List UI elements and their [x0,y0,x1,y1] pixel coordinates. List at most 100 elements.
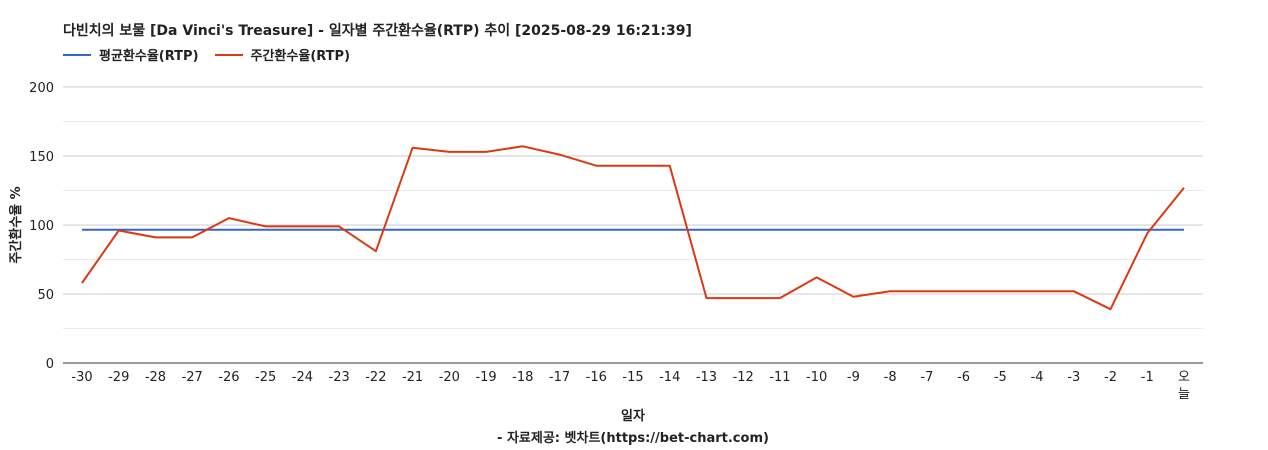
data-point-average[interactable] [446,227,452,233]
data-point-average[interactable] [667,227,673,233]
data-point-average[interactable] [704,227,710,233]
data-point-weekly[interactable] [410,145,416,151]
data-point-weekly[interactable] [814,274,820,280]
data-point-weekly[interactable] [226,215,232,221]
x-tick-label: -24 [292,370,313,385]
data-point-weekly[interactable] [483,149,489,155]
data-point-weekly[interactable] [189,234,195,240]
data-point-average[interactable] [153,227,159,233]
data-point-average[interactable] [961,227,967,233]
data-point-average[interactable] [924,227,930,233]
data-point-average[interactable] [483,227,489,233]
y-tick-label: 200 [29,81,54,96]
data-point-weekly[interactable] [593,163,599,169]
data-point-average[interactable] [373,227,379,233]
x-tick-label: -23 [329,370,350,385]
data-point-weekly[interactable] [1181,185,1187,191]
data-point-weekly[interactable] [263,223,269,229]
x-tick-label: -25 [255,370,276,385]
data-point-weekly[interactable] [924,288,930,294]
data-point-weekly[interactable] [887,288,893,294]
data-point-average[interactable] [226,227,232,233]
legend-item-average[interactable]: 평균환수율(RTP) [63,45,199,64]
data-point-weekly[interactable] [704,295,710,301]
data-point-average[interactable] [850,227,856,233]
data-point-weekly[interactable] [630,163,636,169]
y-tick-label: 0 [46,357,54,372]
data-point-average[interactable] [189,227,195,233]
data-point-weekly[interactable] [1034,288,1040,294]
data-point-average[interactable] [520,227,526,233]
data-point-average[interactable] [593,227,599,233]
gridlines [63,86,1203,364]
x-tick-label: -22 [365,370,386,385]
x-tick-label: -20 [439,370,460,385]
data-point-weekly[interactable] [557,152,563,158]
x-tick-label: -28 [145,370,166,385]
data-point-average[interactable] [410,227,416,233]
x-tick-label: -27 [182,370,203,385]
x-tick-label: -30 [71,370,92,385]
x-tick-label: -16 [586,370,607,385]
data-point-average[interactable] [887,227,893,233]
series-lines [79,143,1187,312]
y-tick-label: 100 [29,219,54,234]
legend-label-weekly: 주간환수율(RTP) [250,49,351,64]
x-tick-label: -9 [847,370,860,385]
source-note: - 자료제공: 벳차트(https://bet-chart.com) [497,430,769,446]
data-point-weekly[interactable] [667,163,673,169]
data-point-weekly[interactable] [997,288,1003,294]
data-point-weekly[interactable] [373,248,379,254]
x-tick-label: -15 [622,370,643,385]
x-tick-label: -29 [108,370,129,385]
data-point-average[interactable] [740,227,746,233]
y-tick-label: 150 [29,150,54,165]
data-point-average[interactable] [1071,227,1077,233]
x-tick-label: -8 [884,370,897,385]
y-tick-label: 50 [37,288,54,303]
x-tick-label: -5 [994,370,1007,385]
x-tick-label: -12 [733,370,754,385]
data-point-weekly[interactable] [299,223,305,229]
x-tick-label: -11 [769,370,790,385]
data-point-weekly[interactable] [740,295,746,301]
x-tick-label: -2 [1104,370,1117,385]
data-point-average[interactable] [630,227,636,233]
y-axis-ticks: 0 50 100 150 200 [29,81,54,372]
series-line-weekly-rtp [81,145,1185,311]
x-tick-label: -18 [512,370,533,385]
data-point-weekly[interactable] [153,234,159,240]
x-tick-label: -26 [218,370,239,385]
data-point-weekly[interactable] [336,223,342,229]
data-point-average[interactable] [1034,227,1040,233]
legend-swatch-weekly [214,53,243,56]
x-tick-label: -6 [957,370,970,385]
x-tick-label: -14 [659,370,680,385]
x-tick-label-cont: 늘 [1178,387,1190,402]
data-point-average[interactable] [997,227,1003,233]
data-point-weekly[interactable] [961,288,967,294]
legend: 평균환수율(RTP) 주간환수율(RTP) [63,45,366,64]
x-axis-title: 일자 [621,409,645,424]
data-point-average[interactable] [557,227,563,233]
data-point-weekly[interactable] [1144,230,1150,236]
data-point-weekly[interactable] [446,149,452,155]
data-point-weekly[interactable] [777,295,783,301]
x-tick-label: 오 [1178,370,1190,385]
data-point-weekly[interactable] [1108,306,1114,312]
data-point-weekly[interactable] [520,143,526,149]
legend-item-weekly[interactable]: 주간환수율(RTP) [214,45,351,64]
data-point-weekly[interactable] [79,280,85,286]
data-point-average[interactable] [1181,227,1187,233]
data-point-average[interactable] [79,227,85,233]
data-point-average[interactable] [814,227,820,233]
data-point-weekly[interactable] [116,228,122,234]
data-point-weekly[interactable] [1071,288,1077,294]
x-tick-label: -21 [402,370,423,385]
x-tick-label: -7 [920,370,933,385]
data-point-average[interactable] [777,227,783,233]
data-point-average[interactable] [1108,227,1114,233]
legend-swatch-average [63,53,91,56]
data-point-weekly[interactable] [850,294,856,300]
